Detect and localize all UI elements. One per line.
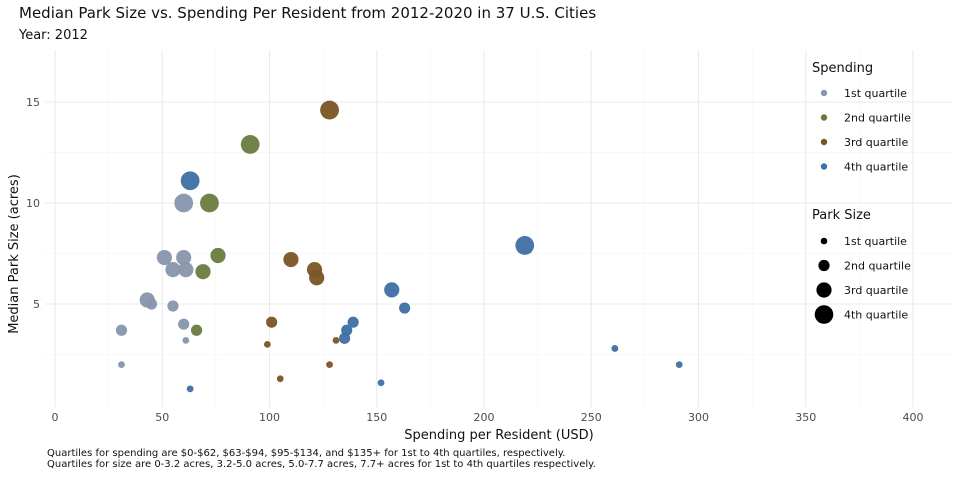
y-tick-labels: 5 10 15 — [26, 96, 40, 311]
legend-size-key — [814, 305, 834, 324]
data-point — [377, 379, 385, 387]
x-tick-label: 400 — [903, 411, 924, 424]
data-point — [165, 262, 181, 278]
data-point — [276, 375, 284, 383]
data-point — [195, 264, 211, 280]
y-tick-label: 10 — [26, 197, 40, 210]
data-point — [341, 324, 353, 336]
data-point — [283, 251, 299, 268]
data-point — [180, 171, 200, 191]
data-point — [176, 249, 192, 266]
legend-size-label: 3rd quartile — [844, 284, 908, 297]
data-point — [178, 318, 190, 330]
legend-spending-label: 1st quartile — [844, 87, 907, 100]
data-point — [347, 316, 359, 328]
data-point — [240, 135, 260, 154]
x-tick-label: 350 — [795, 411, 816, 424]
legend-size-label: 2nd quartile — [844, 260, 911, 273]
legend-size-key — [816, 282, 832, 298]
legend-spending: Spending 1st quartile 2nd quartile 3rd qua… — [812, 61, 911, 174]
y-tick-label: 15 — [26, 96, 40, 109]
y-tick-label: 5 — [33, 298, 40, 311]
data-point — [675, 361, 683, 368]
legend-spending-key — [820, 114, 828, 121]
data-point — [332, 336, 340, 344]
x-tick-label: 100 — [259, 411, 280, 424]
x-tick-label: 50 — [155, 411, 169, 424]
data-point — [178, 262, 194, 278]
data-point — [167, 300, 179, 312]
x-tick-label: 0 — [52, 411, 59, 424]
legend-spending-key — [820, 163, 828, 170]
chart-subtitle: Year: 2012 — [19, 28, 88, 43]
legend-size-label: 1st quartile — [844, 235, 907, 248]
caption-spending-quartiles: Quartiles for spending are $0-$62, $63-$… — [47, 448, 566, 459]
x-tick-label: 300 — [688, 411, 709, 424]
legend-spending-key — [820, 89, 828, 97]
data-point — [210, 247, 226, 264]
x-axis-title: Spending per Resident (USD) — [404, 428, 593, 443]
data-point — [118, 361, 125, 368]
data-point — [174, 193, 194, 213]
legend-spending-label: 4th quartile — [844, 161, 908, 174]
legend-spending-label: 3rd quartile — [844, 136, 908, 149]
legend-size-label: 4th quartile — [844, 309, 908, 322]
data-point — [190, 324, 203, 336]
legend-park-size-title: Park Size — [812, 208, 871, 223]
data-point — [515, 236, 535, 255]
legend-park-size: Park Size 1st quartile 2nd quartile 3rd qu… — [812, 208, 911, 324]
legend-size-key — [820, 237, 828, 245]
data-point — [145, 298, 158, 310]
legend-spending-title: Spending — [812, 61, 873, 76]
data-point — [326, 361, 333, 368]
x-tick-labels: 0 50 100 150 200 250 300 350 400 — [52, 411, 924, 424]
caption-size-quartiles: Quartiles for size are 0-3.2 acres, 3.2-… — [47, 459, 596, 470]
data-point — [263, 341, 271, 348]
data-point — [182, 336, 190, 344]
data-point — [200, 193, 219, 213]
data-point — [384, 282, 400, 298]
data-point — [266, 316, 278, 328]
data-point — [320, 100, 339, 120]
data-point — [186, 385, 194, 393]
chart-title: Median Park Size vs. Spending Per Reside… — [19, 4, 597, 22]
grid-lines — [45, 50, 952, 407]
x-tick-label: 200 — [474, 411, 495, 424]
data-point — [156, 249, 172, 266]
data-points — [115, 100, 683, 393]
data-point — [611, 345, 619, 352]
data-point — [309, 270, 325, 286]
data-point — [399, 302, 411, 314]
legend-spending-label: 2nd quartile — [844, 112, 911, 125]
x-tick-label: 150 — [366, 411, 387, 424]
data-point — [115, 324, 128, 336]
y-axis-title: Median Park Size (acres) — [7, 174, 22, 334]
legend-size-key — [818, 259, 830, 272]
legend-spending-key — [820, 138, 828, 146]
x-tick-label: 250 — [581, 411, 602, 424]
